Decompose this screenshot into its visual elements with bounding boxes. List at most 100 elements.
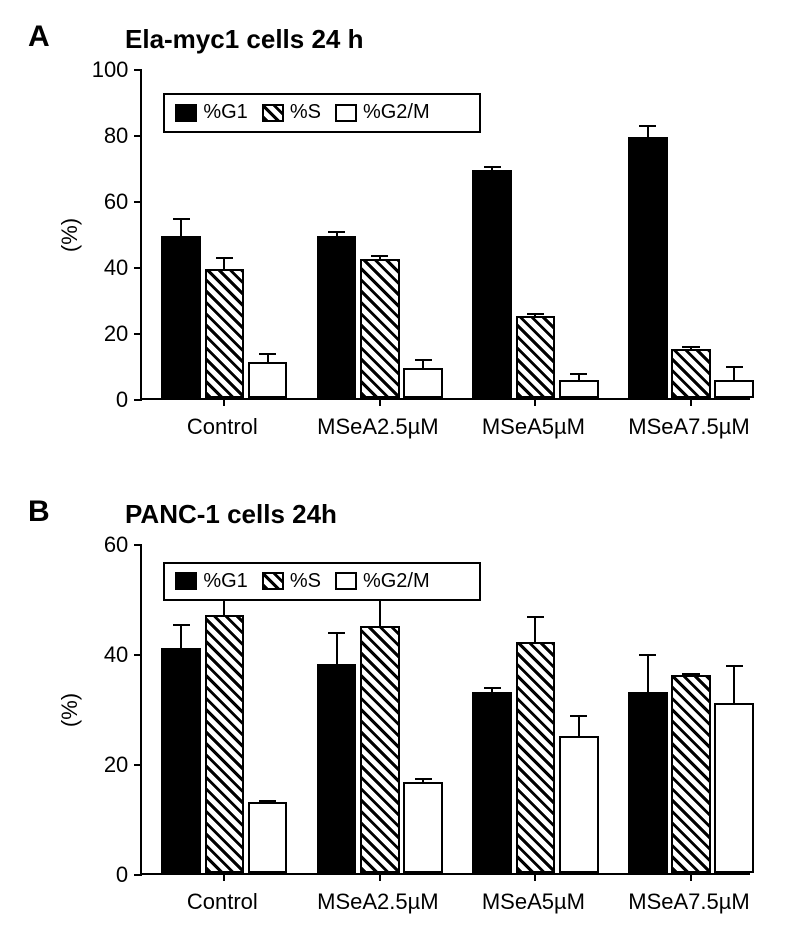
error-cap xyxy=(173,218,190,220)
error-cap xyxy=(682,346,699,348)
y-tick xyxy=(134,874,142,876)
legend-label: %S xyxy=(290,101,321,124)
legend-label: %S xyxy=(290,570,321,593)
x-tick xyxy=(534,398,536,406)
x-tick-label: Control xyxy=(187,414,258,440)
error-bar xyxy=(733,367,735,382)
x-tick xyxy=(379,873,381,881)
legend-label: %G1 xyxy=(203,101,247,124)
x-tick-label: MSeA5µM xyxy=(482,414,585,440)
bar-s xyxy=(671,349,711,399)
bar-s xyxy=(671,675,711,873)
error-cap xyxy=(484,166,501,168)
error-cap xyxy=(726,665,743,667)
bar-g2m xyxy=(403,782,443,873)
bar-g2m xyxy=(559,736,599,874)
error-cap xyxy=(216,257,233,259)
bar-g1 xyxy=(472,692,512,874)
error-bar xyxy=(733,666,735,705)
error-cap xyxy=(726,366,743,368)
panel-b-label: B xyxy=(28,495,50,529)
error-bar xyxy=(647,655,649,694)
error-cap xyxy=(570,373,587,375)
bar-g1 xyxy=(472,170,512,398)
panel-a-label: A xyxy=(28,20,50,54)
x-tick xyxy=(223,873,225,881)
bar-g2m xyxy=(714,703,754,874)
legend-label: %G2/M xyxy=(363,101,430,124)
panel-a-chart: %G1%S%G2/M020406080100ControlMSeA2.5µMMS… xyxy=(140,70,750,400)
y-tick xyxy=(134,333,142,335)
error-cap xyxy=(639,654,656,656)
error-cap xyxy=(173,624,190,626)
bar-s xyxy=(360,259,400,398)
legend-swatch xyxy=(335,572,357,590)
error-bar xyxy=(180,219,182,239)
error-bar xyxy=(336,633,338,666)
y-tick xyxy=(134,544,142,546)
y-tick xyxy=(134,267,142,269)
error-bar xyxy=(223,258,225,271)
x-tick-label: MSeA5µM xyxy=(482,889,585,915)
error-bar xyxy=(379,600,381,628)
bar-g1 xyxy=(628,137,668,398)
error-bar xyxy=(267,354,269,364)
error-cap xyxy=(259,800,276,802)
x-tick-label: MSeA7.5µM xyxy=(628,414,750,440)
x-tick xyxy=(690,398,692,406)
error-bar xyxy=(180,625,182,650)
error-cap xyxy=(328,231,345,233)
x-tick xyxy=(534,873,536,881)
error-cap xyxy=(415,778,432,780)
bar-s xyxy=(205,269,245,398)
panel-b-chart: %G1%S%G2/M0204060ControlMSeA2.5µMMSeA5µM… xyxy=(140,545,750,875)
y-tick xyxy=(134,69,142,71)
x-tick xyxy=(379,398,381,406)
y-tick xyxy=(134,399,142,401)
legend-swatch xyxy=(175,104,197,122)
error-bar xyxy=(578,716,580,738)
x-tick-label: MSeA2.5µM xyxy=(317,414,439,440)
bar-s xyxy=(360,626,400,874)
error-bar xyxy=(647,126,649,139)
legend: %G1 %S %G2/M xyxy=(163,562,480,602)
error-cap xyxy=(527,313,544,315)
y-tick xyxy=(134,201,142,203)
bar-s xyxy=(516,316,556,399)
legend-label: %G2/M xyxy=(363,570,430,593)
x-tick xyxy=(223,398,225,406)
x-tick-label: Control xyxy=(187,889,258,915)
y-tick xyxy=(134,135,142,137)
x-tick-label: MSeA2.5µM xyxy=(317,889,439,915)
error-cap xyxy=(570,715,587,717)
bar-g1 xyxy=(317,664,357,873)
plot-area: %G1 %S %G2/M xyxy=(140,545,750,875)
error-bar xyxy=(422,360,424,370)
legend-swatch xyxy=(335,104,357,122)
panel-a-ylabel: (%) xyxy=(57,218,83,252)
legend-item: %S xyxy=(262,570,321,593)
x-tick xyxy=(690,873,692,881)
bar-g2m xyxy=(559,380,599,398)
bar-g1 xyxy=(317,236,357,398)
panel-a-title: Ela-myc1 cells 24 h xyxy=(125,24,363,55)
bar-g1 xyxy=(628,692,668,874)
figure-root: A Ela-myc1 cells 24 h (%) %G1%S%G2/M0204… xyxy=(0,0,800,936)
plot-area: %G1 %S %G2/M xyxy=(140,70,750,400)
legend-swatch xyxy=(262,104,284,122)
bar-g2m xyxy=(248,802,288,874)
y-tick xyxy=(134,654,142,656)
legend-item: %S xyxy=(262,101,321,124)
bar-g2m xyxy=(403,368,443,398)
legend-swatch xyxy=(262,572,284,590)
error-bar xyxy=(534,617,536,645)
error-cap xyxy=(484,687,501,689)
bar-s xyxy=(516,642,556,873)
panel-b-title: PANC-1 cells 24h xyxy=(125,499,337,530)
error-cap xyxy=(328,632,345,634)
legend-item: %G1 xyxy=(175,570,247,593)
legend-item: %G2/M xyxy=(335,570,430,593)
x-tick-label: MSeA7.5µM xyxy=(628,889,750,915)
bar-g2m xyxy=(714,380,754,398)
error-cap xyxy=(371,255,388,257)
